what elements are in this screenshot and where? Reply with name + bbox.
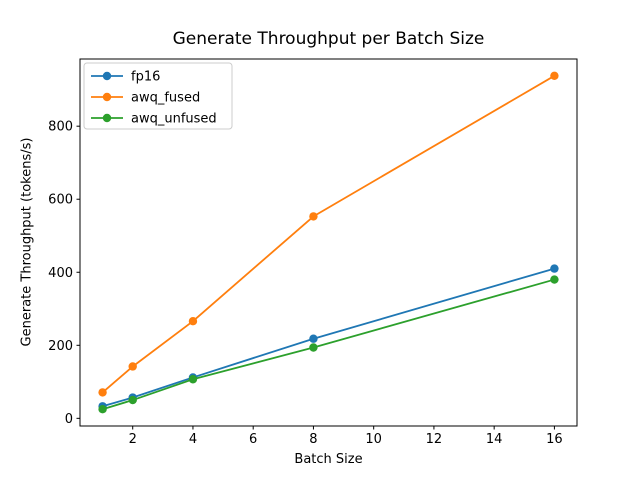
marker-awq_unfused — [98, 405, 107, 414]
y-tick-label: 600 — [48, 193, 73, 208]
marker-awq_unfused — [128, 395, 137, 405]
y-axis-label: Generate Throughput (tokens/s) — [19, 137, 35, 347]
y-tick-label: 0 — [65, 412, 73, 427]
legend-label-awq_unfused: awq_unfused — [131, 112, 217, 127]
x-tick-label: 12 — [426, 432, 443, 447]
y-tick-label: 200 — [48, 339, 73, 354]
series-awq_fused — [98, 71, 559, 397]
legend-label-fp16: fp16 — [131, 70, 160, 85]
marker-awq_fused — [309, 212, 318, 221]
chart-title: Generate Throughput per Batch Size — [172, 29, 485, 49]
marker-fp16 — [550, 264, 559, 273]
y-tick-label: 400 — [48, 266, 73, 281]
legend-marker-awq_unfused — [102, 113, 112, 123]
x-tick-label: 6 — [249, 432, 257, 447]
axes: 2 4 6 8 10 12 14 16 0 200 400 600 800 — [48, 58, 578, 447]
marker-awq_unfused — [550, 275, 559, 284]
series-awq_unfused — [98, 275, 559, 414]
legend-marker-fp16 — [102, 71, 112, 81]
marker-awq_fused — [98, 388, 107, 397]
x-tick-label: 14 — [486, 432, 503, 447]
plot-border — [79, 58, 578, 427]
legend-label-awq_fused: awq_fused — [131, 91, 200, 106]
line-awq_unfused — [101, 278, 556, 411]
x-tick-label: 2 — [129, 432, 137, 447]
x-tick-label: 4 — [189, 432, 197, 447]
marker-fp16 — [309, 334, 318, 343]
legend-marker-awq_fused — [102, 92, 112, 102]
marker-awq_unfused — [188, 375, 198, 384]
marker-awq_fused — [550, 71, 559, 80]
legend-box — [83, 62, 233, 130]
marker-awq_fused — [188, 316, 198, 326]
y-tick-label: 800 — [48, 120, 73, 135]
legend: fp16 awq_fused awq_unfused — [83, 62, 233, 130]
x-tick-label: 10 — [365, 432, 382, 447]
marker-awq_fused — [128, 362, 137, 371]
x-tick-label: 16 — [546, 432, 563, 447]
x-axis-label: Batch Size — [294, 452, 363, 467]
marker-awq_unfused — [309, 343, 318, 352]
x-tick-label: 8 — [309, 432, 317, 447]
